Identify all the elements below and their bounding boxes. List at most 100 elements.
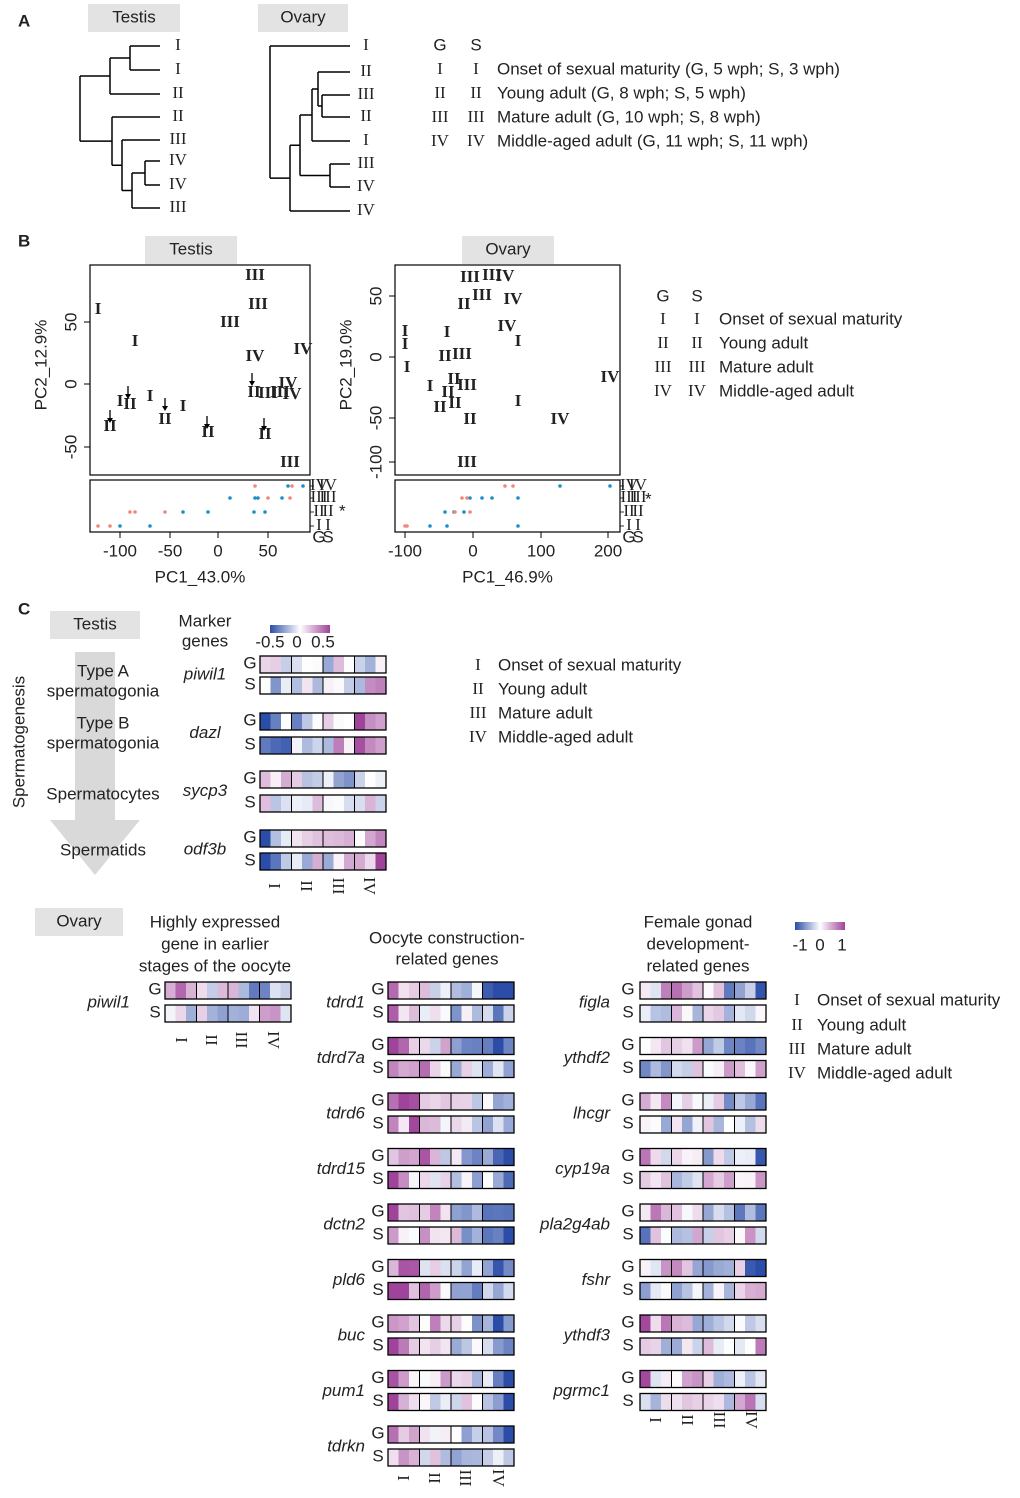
heatmap-cell [493, 1093, 504, 1110]
numeral: I [794, 990, 800, 1009]
strip-dot [558, 484, 562, 488]
heatmap-cell [703, 1116, 714, 1133]
heatmap-border [639, 1092, 767, 1111]
numeral: IV [620, 475, 639, 494]
row-label: S [372, 1391, 383, 1410]
heatmap-cell [493, 1204, 504, 1221]
numeral: II [172, 106, 184, 125]
heatmap-cell [291, 795, 303, 812]
heatmap-border [639, 1203, 767, 1222]
heatmap-cell [482, 1171, 494, 1189]
heatmap-cell [650, 982, 662, 999]
heatmap-border [639, 1258, 767, 1278]
strip-dot [468, 496, 472, 500]
group-label: G [312, 527, 325, 546]
heatmap-cell [196, 1005, 208, 1022]
heatmap-cell [682, 1171, 693, 1189]
heatmap-cell [650, 1259, 662, 1277]
heatmap-cell [354, 656, 366, 673]
legend-label: Middle-aged adult [498, 727, 633, 746]
heatmap-cell [703, 1338, 714, 1355]
heatmap-cell [734, 1370, 746, 1388]
row-label: G [621, 1146, 634, 1165]
gene-label: ythdf3 [563, 1325, 611, 1344]
numeral: III [621, 487, 638, 506]
title-box [35, 908, 123, 936]
heatmap-cell [661, 1227, 672, 1244]
heatmap-cell [671, 1315, 683, 1332]
heatmap-cell [671, 982, 683, 999]
heatmap-border [259, 829, 387, 848]
group-title: stages of the oocyte [139, 956, 291, 975]
heatmap-border [387, 1115, 515, 1134]
numeral: IV [504, 289, 524, 308]
heatmap-cell [451, 1093, 462, 1110]
numeral: IV [654, 381, 673, 400]
heatmap-cell [302, 737, 313, 754]
heatmap-cell [661, 982, 672, 999]
heatmap-cell [291, 830, 303, 847]
heatmap-cell [451, 1227, 462, 1244]
heatmap-cell [281, 713, 292, 730]
heatmap-cell [409, 1426, 420, 1443]
strip-dot [133, 510, 137, 514]
heatmap-cell [472, 1282, 483, 1300]
legend-label: Middle-aged adult [817, 1063, 952, 1082]
legend-header: G [656, 286, 669, 305]
x-tick-label: 0 [468, 541, 477, 560]
heatmap-cell [312, 656, 324, 673]
heatmap-cell [430, 1060, 441, 1078]
heatmap-cell [724, 1037, 735, 1055]
heatmap-border [639, 1004, 767, 1023]
heatmap-cell [703, 1393, 714, 1411]
strip-dot [286, 484, 290, 488]
numeral: II [691, 333, 703, 352]
heatmap-cell [333, 656, 345, 673]
heatmap-cell [388, 1393, 399, 1411]
heatmap-cell [291, 656, 303, 673]
heatmap-cell [755, 982, 767, 999]
heatmap-cell [461, 1171, 473, 1189]
strip-dot [460, 496, 464, 500]
heatmap-cell [503, 1259, 515, 1277]
heatmap-cell [755, 1037, 767, 1055]
numeral: II [434, 83, 446, 102]
scale-label: 0 [292, 632, 301, 651]
title: Ovary [56, 911, 102, 930]
heatmap-cell [724, 1148, 735, 1166]
heatmap-cell [419, 1393, 431, 1411]
heatmap-cell [388, 1093, 399, 1110]
heatmap-cell [451, 1204, 462, 1221]
heatmap-border [259, 712, 387, 731]
heatmap-cell [703, 1148, 714, 1166]
heatmap-cell [472, 1204, 483, 1221]
numeral: I [515, 391, 522, 410]
heatmap-cell [640, 1204, 651, 1221]
heatmap-cell [493, 1393, 504, 1411]
x-tick-label: 50 [259, 541, 278, 560]
heatmap-cell [388, 1282, 399, 1300]
heatmap-cell [398, 1171, 410, 1189]
numeral: II [313, 501, 325, 520]
heatmap-border [387, 981, 515, 1000]
numeral: II [447, 369, 461, 388]
numeral: I [325, 515, 331, 534]
heatmap-cell [472, 1426, 483, 1443]
heatmap-cell [365, 795, 376, 812]
heatmap-cell [734, 1259, 746, 1277]
numeral: II [657, 333, 669, 352]
row-label: G [243, 710, 256, 729]
heatmap-cell [493, 1037, 504, 1055]
heatmap-cell [398, 1338, 410, 1355]
stage-label: Type B [77, 713, 130, 732]
numeral: III [457, 452, 477, 471]
process-arrow [50, 652, 140, 875]
heatmap-cell [398, 1005, 410, 1022]
strip-dot [128, 510, 132, 514]
heatmap-cell [661, 1116, 672, 1133]
heatmap-cell [430, 1338, 441, 1355]
numeral: I [515, 331, 522, 350]
numeral: I [402, 321, 409, 340]
numeral: IV [469, 727, 488, 746]
